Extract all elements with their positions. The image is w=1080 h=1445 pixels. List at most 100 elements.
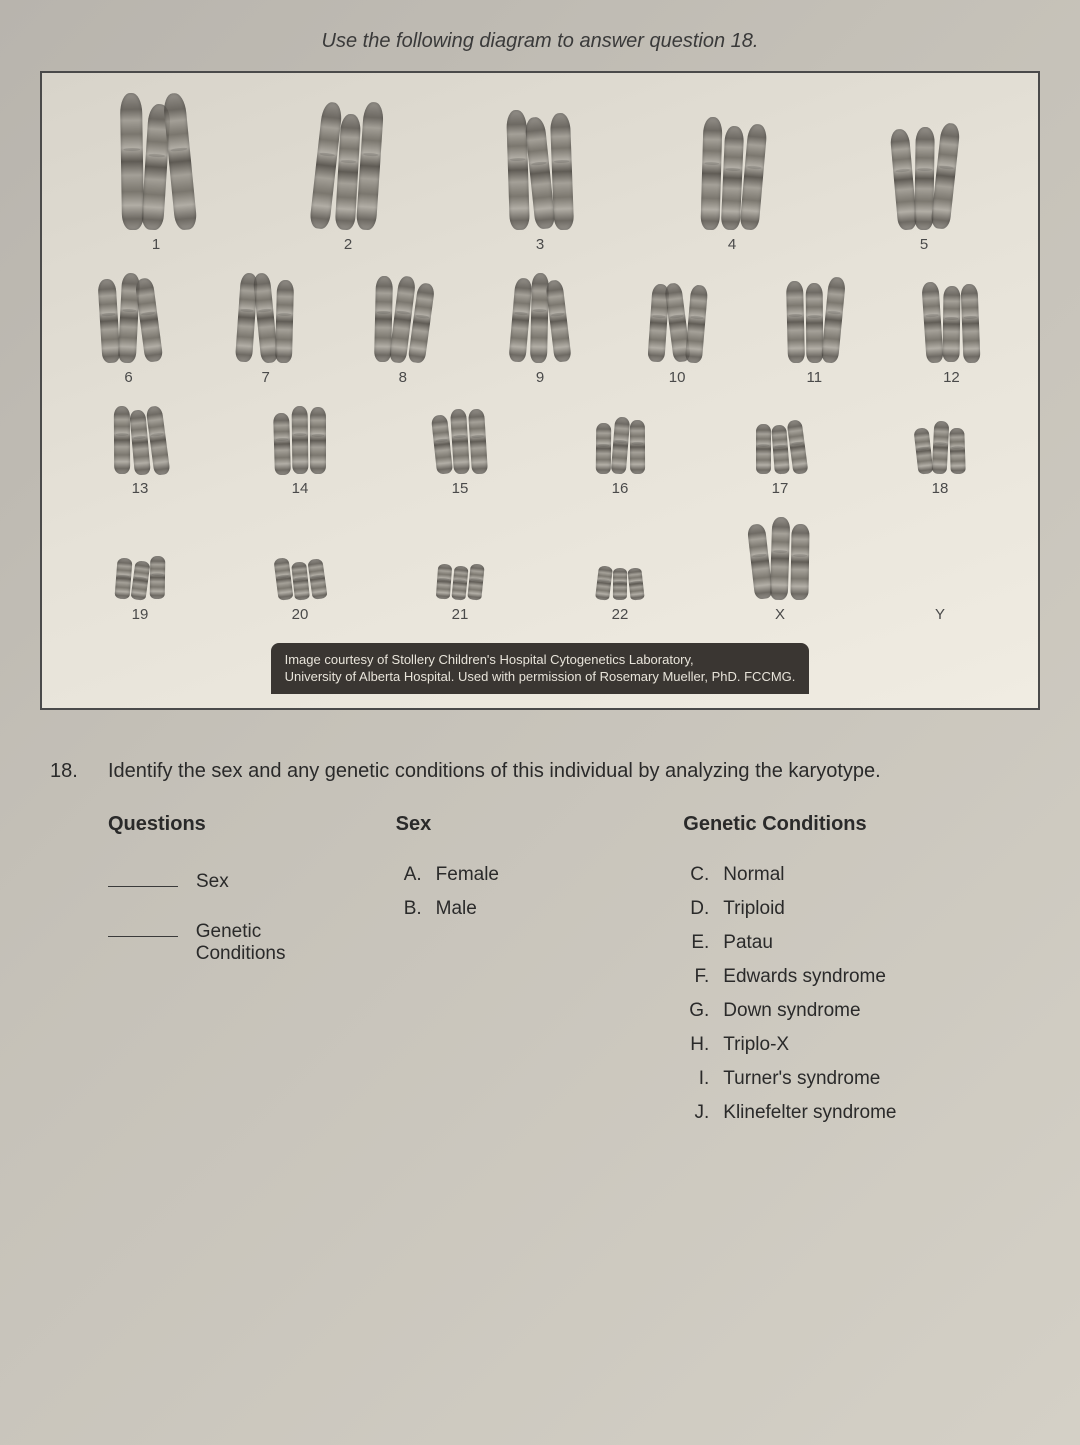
option-letter: E. [683,932,709,954]
chromosome-icon [770,517,791,600]
karyotype-row: 13 14 15 1617 18 [60,406,1020,498]
chromosome-set [116,556,165,599]
chromosome-icon [275,280,294,363]
condition-option[interactable]: G. Down syndrome [683,1000,1030,1022]
chromosome-set [100,273,158,363]
chromosome-label: 15 [452,480,469,497]
chromosome-group-1: 1 [60,93,252,253]
conditions-column: Genetic Conditions C.Normal D. Triploid E.P… [683,813,1030,1136]
chromosome-set [596,417,645,474]
chromosome-group-10: 10 [609,283,746,385]
option-letter: B. [396,898,422,920]
chromosome-group-6: 6 [60,273,197,386]
chromosome-icon [273,557,293,601]
option-letter: D. [683,898,709,920]
condition-option[interactable]: D. Triploid [683,898,1030,920]
chromosome-set [916,421,965,474]
chromosome-set [702,117,763,230]
chromosome-group-8: 8 [334,276,471,386]
chromosome-icon [130,560,150,600]
sex-option[interactable]: B.Male [396,898,644,920]
chromosome-group-7: 7 [197,273,334,386]
blank-input-conditions[interactable] [108,915,178,938]
chromosome-label: 13 [132,480,149,497]
chromosome-icon [468,409,488,475]
chromosome-group-9: 9 [471,273,608,386]
chromosome-group-Y: Y [860,565,1020,623]
chromosome-set [650,283,705,362]
chromosome-set [933,565,947,600]
chromosome-set [238,273,293,363]
questions-column: Questions Sex Genetic Conditions [108,813,356,1136]
questions-heading: Questions [108,813,356,836]
option-letter: G. [683,1000,709,1022]
chromosome-group-17: 17 [700,420,860,497]
chromosome-icon [451,565,468,600]
chromosome-icon [889,128,917,230]
option-letter: A. [396,864,422,886]
chromosome-set [787,277,842,363]
chromosome-label: 20 [292,606,309,623]
chromosome-icon [595,565,613,600]
sex-option[interactable]: A.Female [396,864,644,886]
chromosome-icon [114,558,132,600]
chromosome-label: 18 [932,480,949,497]
chromosome-group-11: 11 [746,277,883,386]
blank-row-conditions: Genetic Conditions [108,915,356,966]
chromosome-label: 14 [292,480,309,497]
chromosome-set [924,282,979,363]
option-text: Klinefelter syndrome [723,1102,896,1124]
chromosome-icon [546,280,573,364]
chromosome-set [375,276,430,363]
question-area: 18. Identify the sex and any genetic con… [40,760,1040,1136]
chromosome-set [437,564,483,600]
chromosome-label: 6 [124,369,132,386]
chromosome-icon [134,277,163,363]
condition-option[interactable]: C.Normal [683,864,1030,886]
chromosome-icon [786,281,805,363]
sex-column: Sex A.Female B.Male [396,813,644,1136]
chromosome-group-5: 5 [828,123,1020,252]
chromosome-set [121,93,191,230]
sex-heading: Sex [396,813,644,836]
chromosome-icon [307,558,327,600]
option-letter: C. [683,864,709,886]
chromosome-set [316,102,380,230]
chromosome-group-21: 21 [380,564,540,623]
karyotype-row: 19202122XY [60,517,1020,623]
question-prompt: Identify the sex and any genetic conditi… [108,760,881,783]
chromosome-icon [292,406,309,474]
chromosome-set [512,273,567,363]
chromosome-icon [821,276,846,363]
condition-option[interactable]: J.Klinefelter syndrome [683,1102,1030,1124]
option-text: Triplo-X [723,1034,789,1056]
karyotype-row: 6 7 8 9 10 11 12 [60,273,1020,386]
condition-option[interactable]: H.Triplo-X [683,1034,1030,1056]
karyotype-diagram: 12345678910111213141516171819202122XY Im… [40,71,1040,710]
chromosome-label: 5 [920,236,928,253]
chromosome-set [508,110,572,230]
option-text: Turner's syndrome [723,1068,880,1090]
condition-option[interactable]: I.Turner's syndrome [683,1068,1030,1090]
chromosome-group-4: 4 [636,117,828,253]
blank-input-sex[interactable] [108,864,178,887]
condition-option[interactable]: F.Edwards syndrome [683,966,1030,988]
chromosome-icon [97,278,120,363]
condition-option[interactable]: E.Patau [683,932,1030,954]
option-text: Triploid [723,898,785,920]
chromosome-icon [162,92,197,230]
chromosome-icon [273,412,291,474]
chromosome-icon [431,415,453,475]
chromosome-set [751,517,809,600]
chromosome-label: 8 [399,369,407,386]
chromosome-label: 9 [536,369,544,386]
chromosome-label: 12 [943,369,960,386]
chromosome-icon [700,117,722,230]
conditions-heading: Genetic Conditions [683,813,1030,836]
chromosome-group-14: 14 [220,406,380,497]
option-text: Down syndrome [723,1000,860,1022]
chromosome-icon [291,562,310,601]
chromosome-label: 10 [669,369,686,386]
chromosome-group-16: 16 [540,417,700,497]
chromosome-icon [436,564,453,600]
